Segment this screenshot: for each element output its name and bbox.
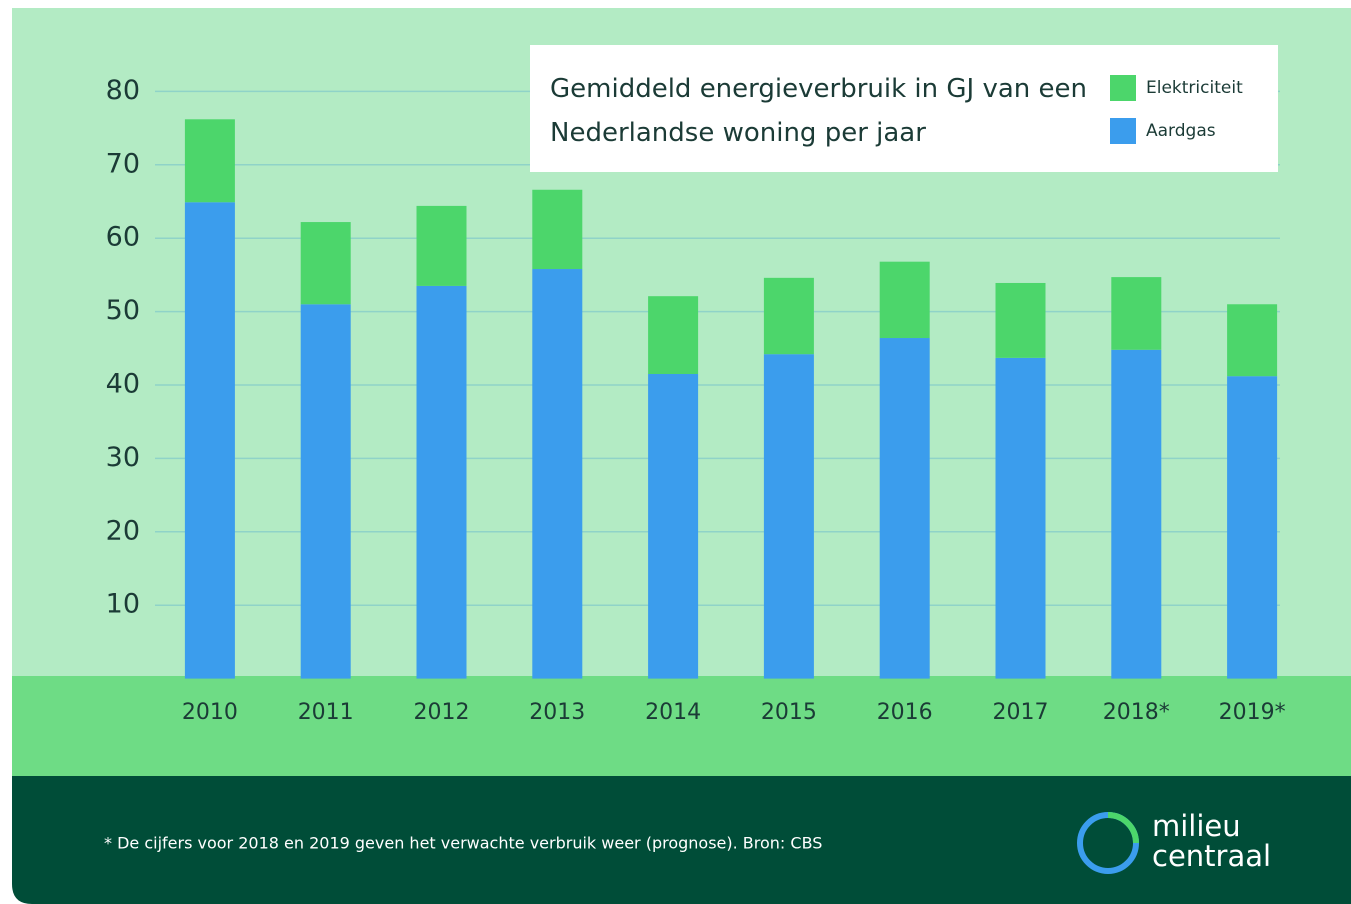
bar-segment [1111,277,1162,350]
legend-label: Elektriciteit [1146,78,1243,98]
bar-segment [416,285,467,679]
x-tick-label: 2017 [993,700,1049,725]
legend-label: Aardgas [1146,121,1216,141]
x-tick-label: 2012 [414,700,470,725]
logo-arc [1107,812,1139,844]
y-tick-label: 40 [106,369,140,400]
legend-swatch [1110,75,1136,101]
y-tick-label: 60 [106,222,140,253]
y-tick-label: 20 [106,515,140,546]
legend-item: Elektriciteit [1110,75,1243,101]
x-tick-label: 2014 [645,700,701,725]
y-tick-label: 80 [106,75,140,106]
bar-segment [184,202,235,679]
footnote: * De cijfers voor 2018 en 2019 geven het… [104,834,822,853]
chart-title: Gemiddeld energieverbruik in GJ van een … [550,74,1087,148]
x-tick-label: 2015 [761,700,817,725]
x-tick-label: 2016 [877,700,933,725]
legend-swatch [1110,118,1136,144]
footer [12,776,1351,904]
bar-segment [995,282,1046,358]
bar-segment [1227,304,1278,377]
bar-segment [995,357,1046,679]
y-tick-label: 10 [106,589,140,620]
logo-text: centraal [1152,839,1271,873]
bar-segment [648,373,699,679]
logo-text: milieu [1152,809,1241,843]
bar-segment [1227,376,1278,679]
bar-segment [879,338,930,679]
axis-band [12,676,1351,776]
legend-item: Aardgas [1110,118,1216,144]
bar-segment [532,189,583,270]
bar-segment [184,119,235,203]
bar-segment [763,354,814,679]
x-tick-label: 2010 [182,700,238,725]
bar-segment [879,261,930,339]
x-tick-label: 2011 [298,700,354,725]
y-tick-label: 50 [106,295,140,326]
bar-segment [1111,349,1162,679]
y-tick-label: 30 [106,442,140,473]
bar-segment [300,222,351,305]
bar-segment [648,296,699,374]
legend: Gemiddeld energieverbruik in GJ van een … [530,45,1278,172]
bar-segment [532,269,583,679]
bar-segment [300,304,351,679]
x-tick-label: 2013 [529,700,585,725]
x-tick-label: 2018* [1103,700,1170,725]
x-tick-label: 2019* [1219,700,1286,725]
y-tick-label: 70 [106,148,140,179]
bar-segment [763,277,814,355]
bar-segment [416,205,467,286]
